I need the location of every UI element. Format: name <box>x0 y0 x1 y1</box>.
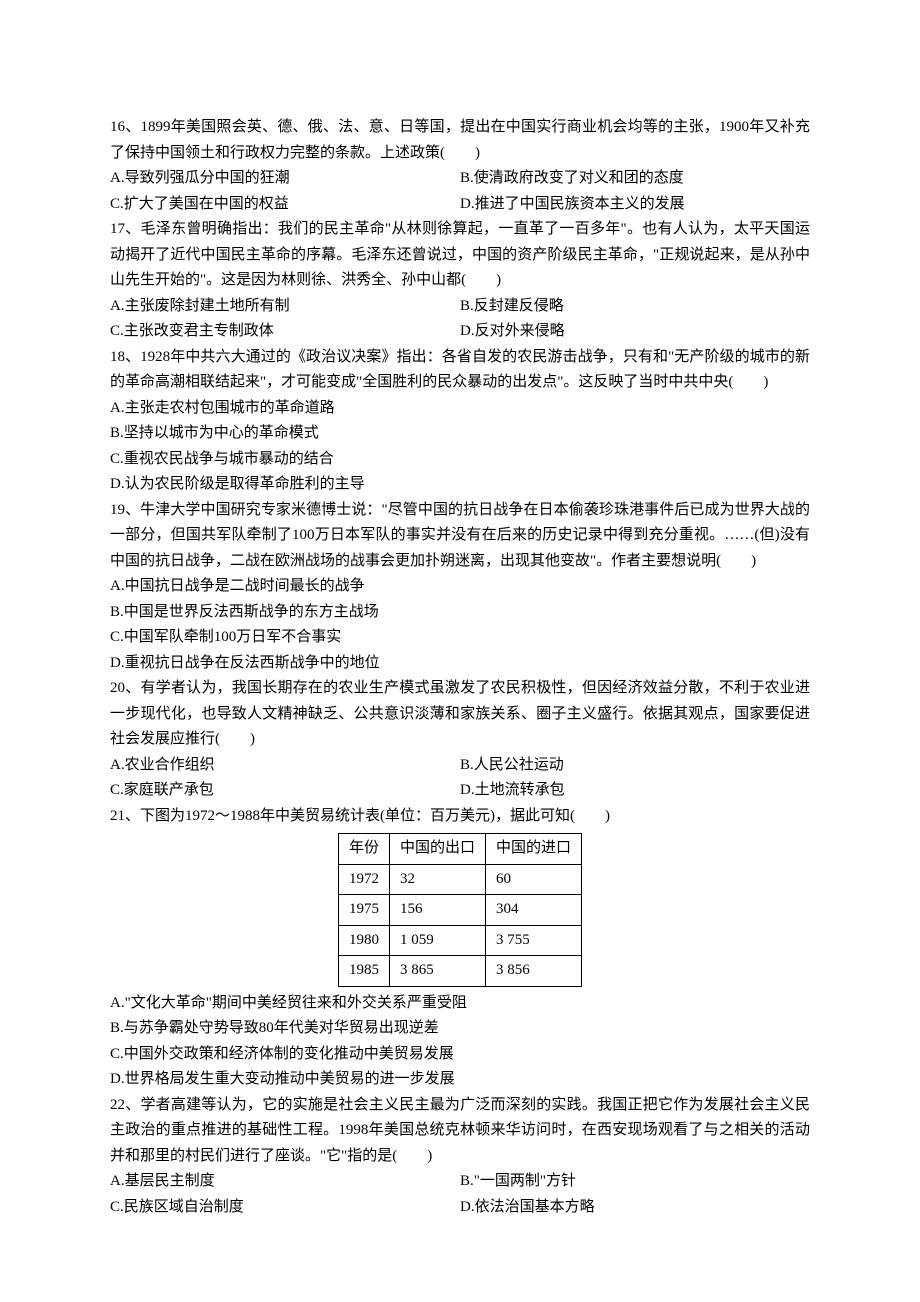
q20-col-left: A.农业合作组织 C.家庭联产承包 <box>110 753 460 804</box>
q22-stem: 22、学者高建等认为，它的实施是社会主义民主最为广泛而深刻的实践。我国正把它作为… <box>110 1093 810 1170</box>
q21-stem: 21、下图为1972～1988年中美贸易统计表(单位：百万美元)，据此可知( ) <box>110 804 810 830</box>
cell-import: 60 <box>486 864 582 895</box>
q21-options: A."文化大革命"期间中美经贸往来和外交关系严重受阻 B.与苏争霸处守势导致80… <box>110 991 810 1093</box>
q21-option-a: A."文化大革命"期间中美经贸往来和外交关系严重受阻 <box>110 991 810 1017</box>
question-22: 22、学者高建等认为，它的实施是社会主义民主最为广泛而深刻的实践。我国正把它作为… <box>110 1093 810 1221</box>
q17-option-a: A.主张废除封建土地所有制 <box>110 294 460 320</box>
q17-col-left: A.主张废除封建土地所有制 C.主张改变君主专制政体 <box>110 294 460 345</box>
q21-option-b: B.与苏争霸处守势导致80年代美对华贸易出现逆差 <box>110 1016 810 1042</box>
q18-options: A.主张走农村包围城市的革命道路 B.坚持以城市为中心的革命模式 C.重视农民战… <box>110 396 810 498</box>
q17-option-c: C.主张改变君主专制政体 <box>110 319 460 345</box>
q16-option-a: A.导致列强瓜分中国的狂潮 <box>110 166 460 192</box>
q18-option-d: D.认为农民阶级是取得革命胜利的主导 <box>110 472 810 498</box>
question-19: 19、牛津大学中国研究专家米德博士说："尽管中国的抗日战争在日本偷袭珍珠港事件后… <box>110 498 810 677</box>
cell-import: 3 755 <box>486 925 582 956</box>
table-row: 1972 32 60 <box>338 864 581 895</box>
q20-option-d: D.土地流转承包 <box>460 778 810 804</box>
cell-year: 1972 <box>338 864 389 895</box>
q17-options: A.主张废除封建土地所有制 C.主张改变君主专制政体 B.反封建反侵略 D.反对… <box>110 294 810 345</box>
q17-stem: 17、毛泽东曾明确指出：我们的民主革命"从林则徐算起，一直革了一百多年"。也有人… <box>110 217 810 294</box>
q19-option-b: B.中国是世界反法西斯战争的东方主战场 <box>110 600 810 626</box>
q17-option-d: D.反对外来侵略 <box>460 319 810 345</box>
q22-col-right: B."一国两制"方针 D.依法治国基本方略 <box>460 1169 810 1220</box>
q20-options: A.农业合作组织 C.家庭联产承包 B.人民公社运动 D.土地流转承包 <box>110 753 810 804</box>
th-import: 中国的进口 <box>486 834 582 865</box>
q22-col-left: A.基层民主制度 C.民族区域自治制度 <box>110 1169 460 1220</box>
question-20: 20、有学者认为，我国长期存在的农业生产模式虽激发了农民积极性，但因经济效益分散… <box>110 676 810 804</box>
question-21: 21、下图为1972～1988年中美贸易统计表(单位：百万美元)，据此可知( )… <box>110 804 810 1093</box>
cell-year: 1985 <box>338 956 389 987</box>
q20-option-b: B.人民公社运动 <box>460 753 810 779</box>
q16-option-b: B.使清政府改变了对义和团的态度 <box>460 166 810 192</box>
q19-option-a: A.中国抗日战争是二战时间最长的战争 <box>110 574 810 600</box>
q22-option-c: C.民族区域自治制度 <box>110 1195 460 1221</box>
q19-options: A.中国抗日战争是二战时间最长的战争 B.中国是世界反法西斯战争的东方主战场 C… <box>110 574 810 676</box>
q18-option-c: C.重视农民战争与城市暴动的结合 <box>110 447 810 473</box>
question-17: 17、毛泽东曾明确指出：我们的民主革命"从林则徐算起，一直革了一百多年"。也有人… <box>110 217 810 345</box>
q20-option-c: C.家庭联产承包 <box>110 778 460 804</box>
question-16: 16、1899年美国照会英、德、俄、法、意、日等国，提出在中国实行商业机会均等的… <box>110 115 810 217</box>
q16-col-right: B.使清政府改变了对义和团的态度 D.推进了中国民族资本主义的发展 <box>460 166 810 217</box>
q18-option-a: A.主张走农村包围城市的革命道路 <box>110 396 810 422</box>
q22-option-b: B."一国两制"方针 <box>460 1169 810 1195</box>
cell-export: 3 865 <box>389 956 485 987</box>
cell-export: 156 <box>389 895 485 926</box>
q16-option-d: D.推进了中国民族资本主义的发展 <box>460 192 810 218</box>
cell-import: 3 856 <box>486 956 582 987</box>
q18-option-b: B.坚持以城市为中心的革命模式 <box>110 421 810 447</box>
th-export: 中国的出口 <box>389 834 485 865</box>
q20-option-a: A.农业合作组织 <box>110 753 460 779</box>
q20-col-right: B.人民公社运动 D.土地流转承包 <box>460 753 810 804</box>
th-year: 年份 <box>338 834 389 865</box>
q19-stem: 19、牛津大学中国研究专家米德博士说："尽管中国的抗日战争在日本偷袭珍珠港事件后… <box>110 498 810 575</box>
q21-option-c: C.中国外交政策和经济体制的变化推动中美贸易发展 <box>110 1042 810 1068</box>
cell-year: 1980 <box>338 925 389 956</box>
table-row: 1985 3 865 3 856 <box>338 956 581 987</box>
cell-export: 1 059 <box>389 925 485 956</box>
q18-stem: 18、1928年中共六大通过的《政治议决案》指出：各省自发的农民游击战争，只有和… <box>110 345 810 396</box>
q22-options: A.基层民主制度 C.民族区域自治制度 B."一国两制"方针 D.依法治国基本方… <box>110 1169 810 1220</box>
q16-col-left: A.导致列强瓜分中国的狂潮 C.扩大了美国在中国的权益 <box>110 166 460 217</box>
q20-stem: 20、有学者认为，我国长期存在的农业生产模式虽激发了农民积极性，但因经济效益分散… <box>110 676 810 753</box>
cell-import: 304 <box>486 895 582 926</box>
q22-option-d: D.依法治国基本方略 <box>460 1195 810 1221</box>
q19-option-d: D.重视抗日战争在反法西斯战争中的地位 <box>110 651 810 677</box>
exam-page: 16、1899年美国照会英、德、俄、法、意、日等国，提出在中国实行商业机会均等的… <box>0 0 920 1302</box>
q16-stem: 16、1899年美国照会英、德、俄、法、意、日等国，提出在中国实行商业机会均等的… <box>110 115 810 166</box>
cell-export: 32 <box>389 864 485 895</box>
question-18: 18、1928年中共六大通过的《政治议决案》指出：各省自发的农民游击战争，只有和… <box>110 345 810 498</box>
cell-year: 1975 <box>338 895 389 926</box>
table-header-row: 年份 中国的出口 中国的进口 <box>338 834 581 865</box>
q17-option-b: B.反封建反侵略 <box>460 294 810 320</box>
q22-option-a: A.基层民主制度 <box>110 1169 460 1195</box>
table-row: 1980 1 059 3 755 <box>338 925 581 956</box>
q19-option-c: C.中国军队牵制100万日军不合事实 <box>110 625 810 651</box>
q21-trade-table: 年份 中国的出口 中国的进口 1972 32 60 1975 156 304 1… <box>338 833 582 987</box>
q17-col-right: B.反封建反侵略 D.反对外来侵略 <box>460 294 810 345</box>
q16-option-c: C.扩大了美国在中国的权益 <box>110 192 460 218</box>
q16-options: A.导致列强瓜分中国的狂潮 C.扩大了美国在中国的权益 B.使清政府改变了对义和… <box>110 166 810 217</box>
q21-option-d: D.世界格局发生重大变动推动中美贸易的进一步发展 <box>110 1067 810 1093</box>
table-row: 1975 156 304 <box>338 895 581 926</box>
